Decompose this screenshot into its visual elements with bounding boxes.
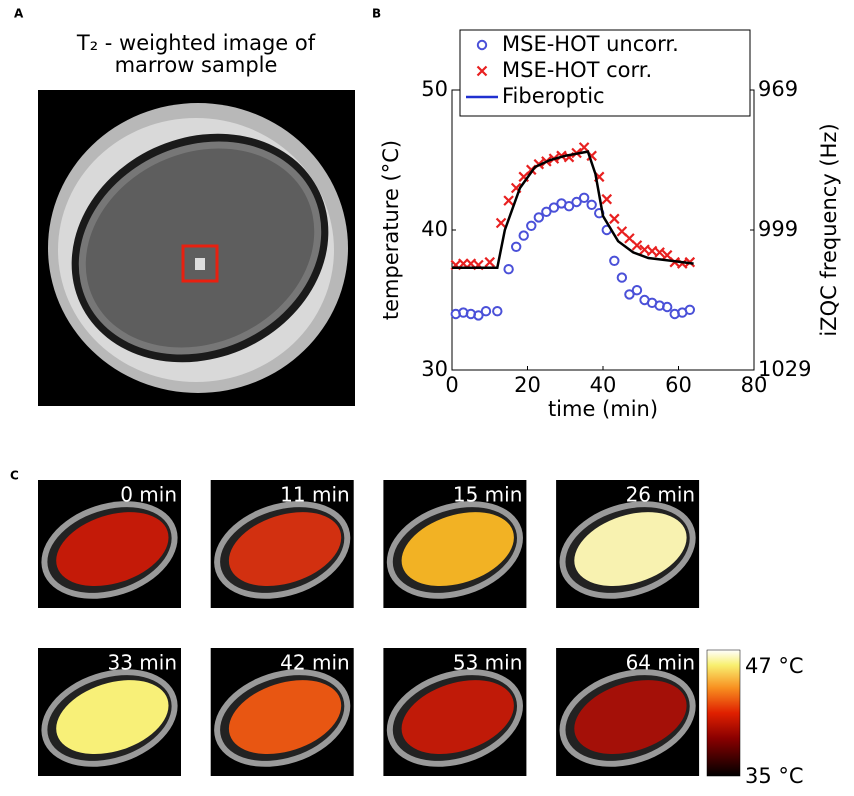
data-point <box>480 306 492 317</box>
chart: 0 20 40 60 80 30 40 50 1029 999 969 time (min) tempe… <box>379 29 841 421</box>
data-point <box>503 195 514 206</box>
time-label: 64 min <box>626 651 696 675</box>
x-tick-label: 40 <box>590 373 617 397</box>
y-axis-label: temperature (°C) <box>379 140 403 320</box>
data-point <box>526 220 537 232</box>
data-point <box>473 310 484 321</box>
y-tick-label: 30 <box>421 357 448 381</box>
x-tick-label: 20 <box>514 373 541 397</box>
y2-tick-label: 1029 <box>758 357 811 381</box>
data-point <box>578 192 590 204</box>
data-point <box>661 301 673 313</box>
data-point <box>484 256 496 268</box>
time-label: 0 min <box>120 483 177 507</box>
data-point <box>492 306 503 317</box>
x-tick-label: 0 <box>445 373 458 397</box>
map-fill <box>56 680 169 755</box>
data-line <box>452 150 694 270</box>
legend-marker <box>476 65 488 77</box>
y-tick-label: 40 <box>421 217 448 241</box>
map-fill <box>401 680 514 755</box>
image-title: T₂ - weighted image of <box>76 31 316 55</box>
time-label: 11 min <box>280 483 350 507</box>
image-title: marrow sample <box>115 53 278 77</box>
time-label: 53 min <box>453 651 523 675</box>
data-point <box>533 212 545 223</box>
y2-axis-label: iZQC frequency (Hz) <box>817 123 841 336</box>
time-label: 15 min <box>453 483 523 507</box>
legend-label: MSE-HOT uncorr. <box>502 32 679 56</box>
panel-label: A <box>14 7 24 21</box>
data-point <box>510 241 522 253</box>
x-axis-label: time (min) <box>548 397 658 421</box>
legend-label: MSE-HOT corr. <box>502 58 652 82</box>
map-fill <box>56 512 169 587</box>
data-point <box>684 304 696 315</box>
data-point <box>586 199 597 211</box>
map-fill <box>574 680 687 755</box>
y2-tick-label: 999 <box>758 217 798 241</box>
time-label: 26 min <box>626 483 696 507</box>
data-point <box>654 247 665 258</box>
x-tick-label: 80 <box>741 373 768 397</box>
data-point <box>609 213 620 225</box>
y2-tick-label: 969 <box>758 77 798 101</box>
map-fill <box>228 512 342 587</box>
x-tick-label: 60 <box>665 373 692 397</box>
data-point <box>601 193 613 205</box>
map-fill <box>401 512 514 587</box>
data-point <box>495 217 507 229</box>
data-point <box>616 272 628 283</box>
legend-marker <box>476 39 488 51</box>
colorbar-label: 47 °C <box>745 654 804 678</box>
data-point <box>571 196 582 208</box>
data-point <box>609 255 620 266</box>
data-point <box>541 206 552 218</box>
data-point <box>563 201 575 212</box>
map-fill <box>574 512 687 587</box>
time-label: 33 min <box>107 651 177 675</box>
mri-image <box>38 90 355 406</box>
y-tick-label: 50 <box>421 77 448 101</box>
data-point <box>518 230 529 241</box>
panel-label: B <box>372 7 381 21</box>
legend-label: Fiberoptic <box>502 84 605 108</box>
legend-box <box>459 29 751 117</box>
map-fill <box>228 680 342 755</box>
data-point <box>578 142 590 153</box>
temperature-maps: 0 min 11 min 15 min 26 min 33 min 42 min 53 mi… <box>38 480 700 776</box>
panel-label: C <box>10 469 19 483</box>
data-point <box>631 240 643 251</box>
data-point <box>548 202 560 213</box>
data-point <box>631 285 643 296</box>
data-point <box>503 264 514 275</box>
colorbar <box>706 649 741 777</box>
colorbar-label: 35 °C <box>745 764 804 788</box>
time-label: 42 min <box>280 651 350 675</box>
data-point <box>624 289 635 300</box>
